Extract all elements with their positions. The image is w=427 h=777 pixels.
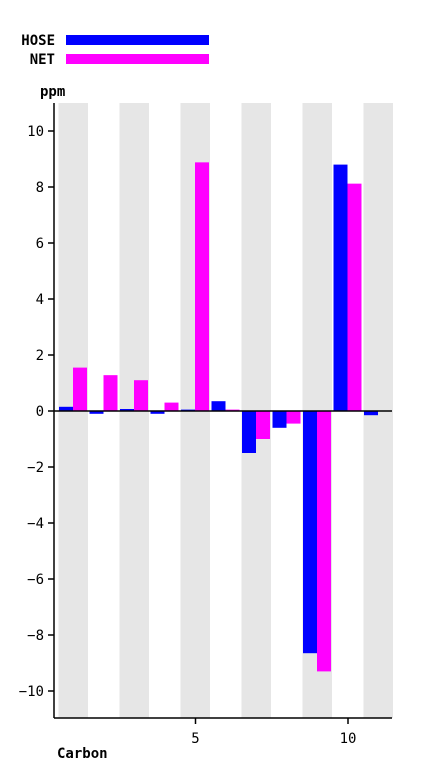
y-tick-label: 4	[36, 292, 44, 308]
y-tick-label: 6	[36, 236, 44, 252]
bar-hose-1	[59, 406, 73, 411]
legend-label: HOSE	[21, 33, 55, 49]
y-tick-label: 8	[36, 180, 44, 196]
legend: HOSE NET	[21, 33, 209, 68]
bar-net-3	[134, 380, 148, 411]
bar-hose-6	[211, 401, 226, 411]
x-tick-label: 5	[191, 731, 199, 747]
y-tick-label: −2	[27, 460, 44, 476]
y-tick-label: −6	[27, 572, 44, 588]
bar-net-8	[286, 411, 301, 424]
x-tick-label: 10	[340, 731, 357, 747]
bar-net-5	[195, 162, 209, 411]
bar-hose-7	[242, 411, 256, 453]
bar-hose-4	[150, 411, 165, 414]
bar-net-7	[256, 411, 270, 439]
x-axis-label: Carbon	[57, 746, 108, 762]
bar-net-1	[73, 367, 87, 411]
bar-hose-11	[364, 411, 378, 416]
bar-hose-9	[303, 411, 317, 654]
bar-hose-8	[272, 411, 287, 428]
x-axis-ticks: 5 10	[191, 718, 356, 747]
y-axis-ticks: −10 −8 −6 −4 −2 0 2 4 6 8 10	[19, 124, 54, 700]
y-tick-label: −10	[19, 684, 44, 700]
y-axis-label: ppm	[40, 84, 65, 100]
bar-net-4	[164, 402, 179, 411]
bar-net-9	[317, 411, 331, 672]
y-tick-label: −4	[27, 516, 44, 532]
bar-net-2	[103, 375, 118, 411]
y-tick-label: −8	[27, 628, 44, 644]
bar-hose-2	[89, 411, 104, 414]
bar-hose-10	[333, 164, 348, 411]
y-tick-label: 10	[27, 124, 44, 140]
legend-swatch	[66, 54, 209, 64]
y-tick-label: 2	[36, 348, 44, 364]
y-tick-label: 0	[36, 404, 44, 420]
bar-hose-3	[120, 409, 134, 411]
bars	[59, 162, 378, 672]
legend-label: NET	[30, 52, 55, 68]
bar-net-10	[347, 183, 362, 411]
legend-swatch	[66, 35, 209, 45]
